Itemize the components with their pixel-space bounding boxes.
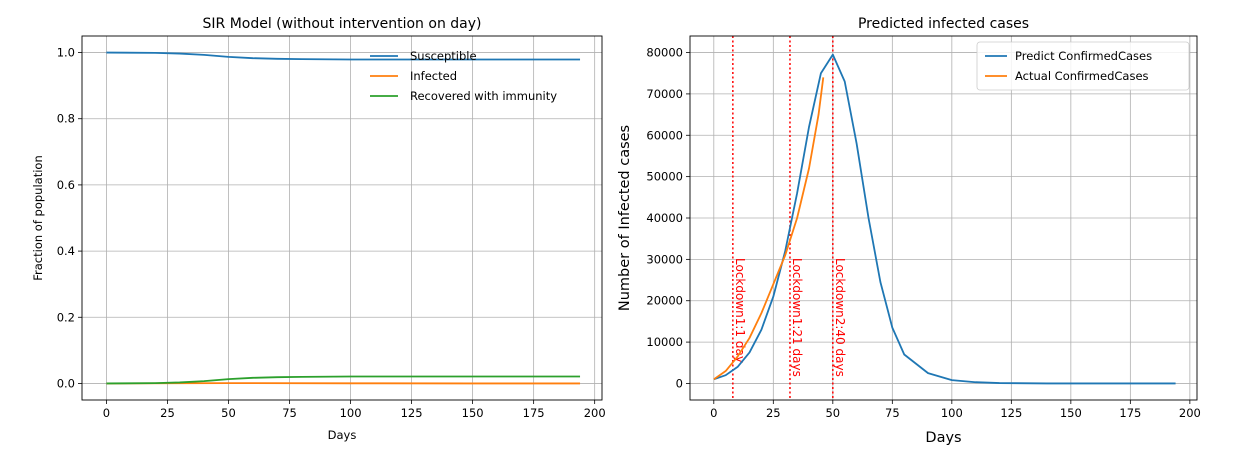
x-tick-label: 100	[941, 406, 963, 420]
lockdown-label: Lockdown2:40 days	[833, 258, 847, 377]
x-tick-label: 125	[1000, 406, 1022, 420]
series-line	[713, 77, 825, 381]
x-tick-label: 50	[221, 406, 236, 420]
x-tick-label: 175	[523, 406, 545, 420]
series-line	[713, 53, 1176, 385]
legend: Predict ConfirmedCases Actual ConfirmedCa…	[976, 41, 1190, 91]
lockdown-label: Lockdown1:21 days	[790, 258, 804, 377]
y-tick-label: 30000	[646, 252, 683, 266]
x-tick-label: 200	[1179, 406, 1201, 420]
y-tick-label: 80000	[646, 46, 683, 60]
x-tick-label: 75	[885, 406, 900, 420]
predicted-infected-chart: 0 25 50 75 100 125 150 175 200 0 10000 20000 30000 40…	[617, 16, 1201, 446]
chart-title: Predicted infected cases	[858, 16, 1029, 32]
legend-label: Susceptible	[410, 49, 477, 63]
lockdown-label: Lockdown1:1 day	[733, 258, 747, 363]
series-line	[106, 51, 581, 61]
sir-model-chart: 0 25 50 75 100 125 150 175 200 0.0 0.2 0.4 0.6 0.8 1.0…	[31, 16, 606, 442]
x-axis-label: Days	[328, 428, 357, 442]
plot-frame	[689, 35, 1198, 401]
x-tick-label: 150	[462, 406, 484, 420]
y-axis-label: Fraction of population	[31, 155, 45, 281]
x-tick-label: 100	[340, 406, 362, 420]
y-tick-label: 40000	[646, 211, 683, 225]
x-tick-label: 150	[1060, 406, 1082, 420]
y-tick-label: 0	[676, 376, 683, 390]
x-tick-label: 25	[766, 406, 781, 420]
x-tick-label: 200	[584, 406, 606, 420]
y-axis-label: Number of Infected cases	[617, 125, 633, 311]
y-tick-label: 50000	[646, 170, 683, 184]
legend-label: Actual ConfirmedCases	[1015, 69, 1149, 83]
x-tick-label: 125	[401, 406, 423, 420]
y-tick-label: 70000	[646, 87, 683, 101]
y-tick-label: 0.4	[57, 244, 75, 258]
plot-frame	[81, 35, 603, 401]
x-tick-label: 75	[282, 406, 297, 420]
legend-label: Predict ConfirmedCases	[1015, 49, 1152, 63]
y-tick-label: 10000	[646, 335, 683, 349]
legend: Susceptible Infected Recovered with immuni…	[370, 49, 557, 103]
y-tick-label: 0.2	[57, 310, 75, 324]
y-tick-label: 60000	[646, 128, 683, 142]
x-tick-label: 50	[825, 406, 840, 420]
y-tick-label: 0.6	[57, 178, 75, 192]
legend-box	[976, 41, 1190, 91]
chart-title: SIR Model (without intervention on day)	[203, 16, 482, 32]
x-tick-label: 25	[160, 406, 175, 420]
x-axis-label: Days	[925, 430, 961, 446]
legend-label: Infected	[410, 69, 457, 83]
legend-label: Recovered with immunity	[410, 89, 557, 103]
y-tick-label: 0.8	[57, 112, 75, 126]
y-tick-label: 0.0	[57, 376, 75, 390]
y-tick-label: 1.0	[57, 46, 75, 60]
x-tick-label: 0	[103, 406, 110, 420]
x-tick-label: 175	[1119, 406, 1141, 420]
series-line	[106, 375, 581, 385]
y-tick-label: 20000	[646, 294, 683, 308]
x-tick-label: 0	[710, 406, 717, 420]
